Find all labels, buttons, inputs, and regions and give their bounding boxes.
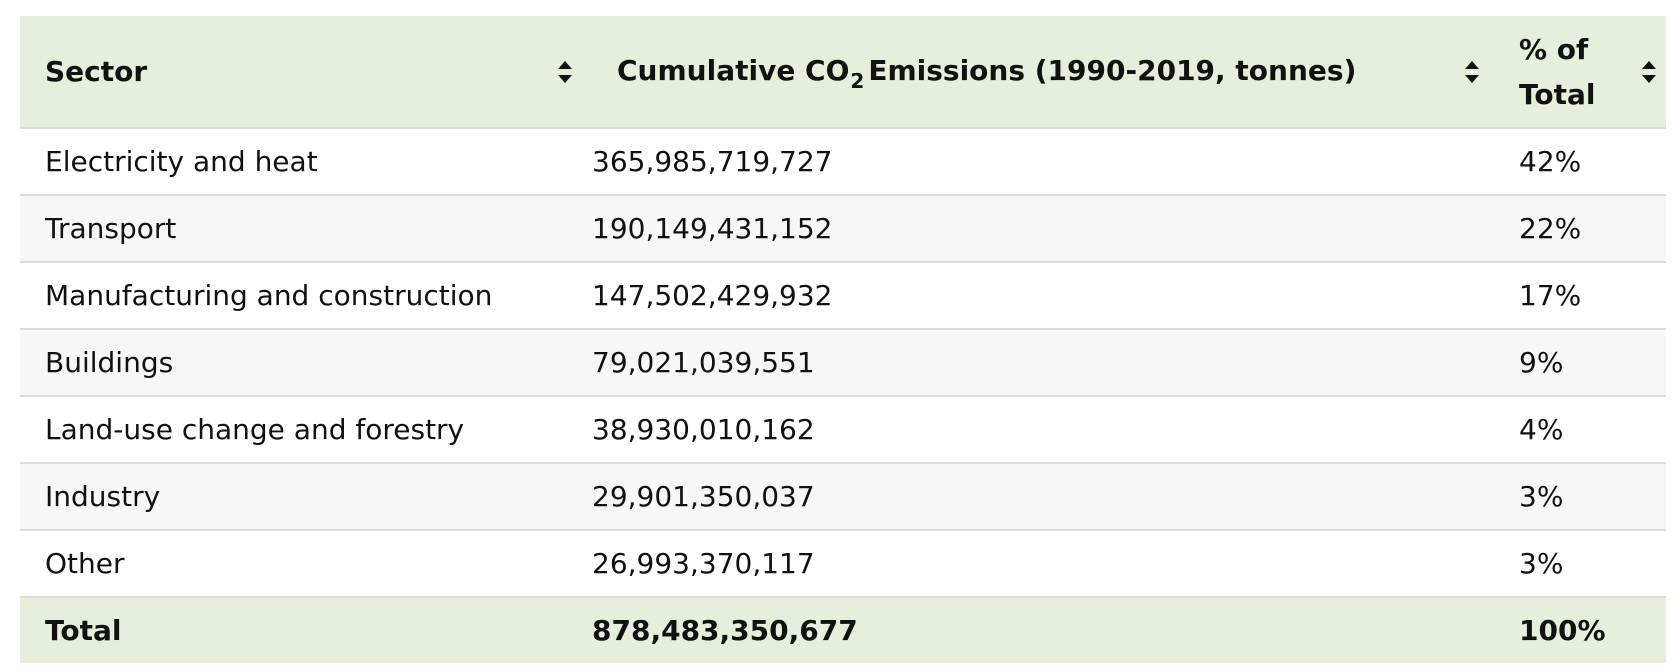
column-header-sector[interactable]: Sector — [20, 16, 592, 129]
cell-percent: 3% — [1499, 530, 1666, 598]
column-header-emissions[interactable]: Cumulative CO2 Emissions (1990-2019, tonn… — [592, 16, 1499, 129]
cell-emissions: 26,993,370,117 — [592, 530, 1499, 598]
table-row: Industry 29,901,350,037 3% — [20, 463, 1666, 531]
cell-sector: Transport — [20, 195, 592, 263]
cell-sector: Manufacturing and construction — [20, 262, 592, 330]
cell-sector: Industry — [20, 463, 592, 531]
cell-percent: 42% — [1499, 128, 1666, 196]
emissions-table-container: Sector Cumulative CO2 Emissions (1990-201… — [20, 16, 1666, 663]
table-row: Transport 190,149,431,152 22% — [20, 195, 1666, 263]
cell-percent: 17% — [1499, 262, 1666, 330]
cell-percent: 4% — [1499, 396, 1666, 464]
total-percent: 100% — [1499, 597, 1666, 663]
sort-emissions-icon[interactable] — [1463, 59, 1481, 85]
table-row: Electricity and heat 365,985,719,727 42% — [20, 128, 1666, 196]
table-footer: Total 878,483,350,677 100% — [20, 597, 1666, 663]
cell-sector: Other — [20, 530, 592, 598]
cell-emissions: 79,021,039,551 — [592, 329, 1499, 397]
table-header: Sector Cumulative CO2 Emissions (1990-201… — [20, 16, 1666, 129]
column-header-emissions-suffix: Emissions (1990-2019, tonnes) — [868, 53, 1357, 87]
column-header-percent-line1: % of — [1519, 32, 1589, 66]
table-row: Other 26,993,370,117 3% — [20, 530, 1666, 598]
table-row: Buildings 79,021,039,551 9% — [20, 329, 1666, 397]
column-header-emissions-prefix: Cumulative CO — [617, 53, 850, 87]
column-header-percent-line2: Total — [1519, 77, 1596, 111]
cell-sector: Buildings — [20, 329, 592, 397]
column-header-emissions-subscript: 2 — [850, 68, 865, 93]
emissions-by-sector-table: Sector Cumulative CO2 Emissions (1990-201… — [20, 16, 1666, 663]
total-label: Total — [20, 597, 592, 663]
cell-emissions: 38,930,010,162 — [592, 396, 1499, 464]
table-row: Land-use change and forestry 38,930,010,… — [20, 396, 1666, 464]
total-row: Total 878,483,350,677 100% — [20, 597, 1666, 663]
sort-percent-icon[interactable] — [1640, 59, 1658, 85]
cell-emissions: 190,149,431,152 — [592, 195, 1499, 263]
column-header-percent[interactable]: % of Total — [1499, 16, 1666, 129]
header-row: Sector Cumulative CO2 Emissions (1990-201… — [20, 16, 1666, 129]
column-header-sector-label: Sector — [45, 55, 148, 88]
total-emissions: 878,483,350,677 — [592, 597, 1499, 663]
cell-emissions: 147,502,429,932 — [592, 262, 1499, 330]
cell-sector: Land-use change and forestry — [20, 396, 592, 464]
cell-sector: Electricity and heat — [20, 128, 592, 196]
cell-percent: 22% — [1499, 195, 1666, 263]
cell-emissions: 29,901,350,037 — [592, 463, 1499, 531]
sort-sector-icon[interactable] — [556, 59, 574, 85]
cell-emissions: 365,985,719,727 — [592, 128, 1499, 196]
table-row: Manufacturing and construction 147,502,4… — [20, 262, 1666, 330]
cell-percent: 9% — [1499, 329, 1666, 397]
cell-percent: 3% — [1499, 463, 1666, 531]
table-body: Electricity and heat 365,985,719,727 42%… — [20, 128, 1666, 598]
